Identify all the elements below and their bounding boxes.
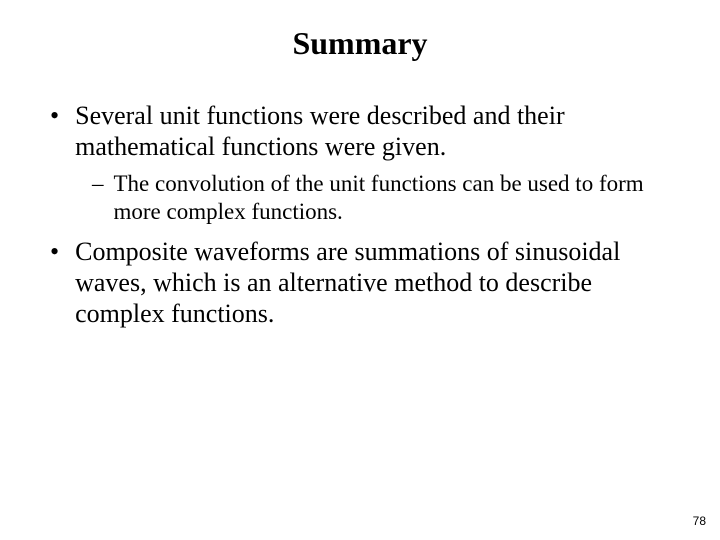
sub-item: – The convolution of the unit functions …: [40, 170, 680, 225]
page-number: 78: [693, 514, 706, 528]
bullet-marker: •: [50, 236, 59, 330]
sub-marker: –: [92, 170, 104, 225]
bullet-item: • Several unit functions were described …: [40, 100, 680, 162]
bullet-text: Composite waveforms are summations of si…: [75, 236, 680, 330]
slide-container: Summary • Several unit functions were de…: [0, 0, 720, 540]
bullet-marker: •: [50, 100, 59, 162]
sub-list: – The convolution of the unit functions …: [40, 170, 680, 225]
bullet-list: • Several unit functions were described …: [40, 100, 680, 162]
sub-text: The convolution of the unit functions ca…: [114, 170, 681, 225]
slide-title: Summary: [40, 25, 680, 62]
bullet-text: Several unit functions were described an…: [75, 100, 680, 162]
bullet-item: • Composite waveforms are summations of …: [40, 236, 680, 330]
bullet-list-2: • Composite waveforms are summations of …: [40, 236, 680, 330]
